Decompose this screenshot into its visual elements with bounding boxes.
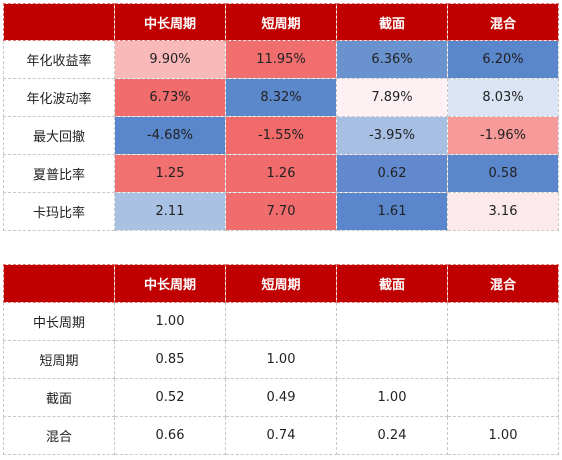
correlation-value-cell: 1.00 xyxy=(225,340,337,379)
correlation-value-cell xyxy=(336,340,448,379)
correlation-value-cell xyxy=(225,302,337,341)
metrics-value-cell: 1.61 xyxy=(336,192,448,231)
metrics-value-cell: 7.70 xyxy=(225,192,337,231)
correlation-row-label: 中长周期 xyxy=(3,302,115,341)
correlation-value-cell xyxy=(447,378,559,417)
correlation-column-header: 短周期 xyxy=(225,264,337,303)
metrics-value-cell: 6.20% xyxy=(447,40,559,79)
correlation-value-cell: 0.66 xyxy=(114,416,226,455)
metrics-value-cell: 8.03% xyxy=(447,78,559,117)
correlation-value-cell xyxy=(336,302,448,341)
metrics-column-header: 截面 xyxy=(336,3,448,41)
metrics-value-cell: -1.96% xyxy=(447,116,559,155)
metrics-value-cell: 1.26 xyxy=(225,154,337,193)
correlation-header-row: 中长周期 短周期 截面 混合 xyxy=(3,264,559,303)
correlation-column-header: 中长周期 xyxy=(114,264,226,303)
metrics-row: 年化收益率 9.90% 11.95% 6.36% 6.20% xyxy=(3,40,559,79)
correlation-row-label: 短周期 xyxy=(3,340,115,379)
metrics-header-row: 中长周期 短周期 截面 混合 xyxy=(3,3,559,41)
metrics-row-label: 最大回撤 xyxy=(3,116,115,155)
metrics-table: 中长周期 短周期 截面 混合 年化收益率 9.90% 11.95% 6.36% 6.20% 年化波… xyxy=(3,3,559,231)
metrics-column-header: 中长周期 xyxy=(114,3,226,41)
metrics-value-cell: 9.90% xyxy=(114,40,226,79)
correlation-value-cell: 1.00 xyxy=(447,416,559,455)
metrics-row-label: 年化波动率 xyxy=(3,78,115,117)
metrics-row: 卡玛比率 2.11 7.70 1.61 3.16 xyxy=(3,192,559,231)
metrics-value-cell: 0.58 xyxy=(447,154,559,193)
metrics-value-cell: 6.36% xyxy=(336,40,448,79)
correlation-value-cell xyxy=(447,340,559,379)
correlation-row: 中长周期 1.00 xyxy=(3,302,559,341)
correlation-column-header: 截面 xyxy=(336,264,448,303)
correlation-row: 短周期 0.85 1.00 xyxy=(3,340,559,379)
metrics-value-cell: 7.89% xyxy=(336,78,448,117)
correlation-value-cell: 0.74 xyxy=(225,416,337,455)
metrics-value-cell: 3.16 xyxy=(447,192,559,231)
correlation-row: 截面 0.52 0.49 1.00 xyxy=(3,378,559,417)
metrics-row: 年化波动率 6.73% 8.32% 7.89% 8.03% xyxy=(3,78,559,117)
correlation-value-cell: 1.00 xyxy=(114,302,226,341)
correlation-value-cell: 0.24 xyxy=(336,416,448,455)
metrics-value-cell: 8.32% xyxy=(225,78,337,117)
correlation-row-label: 截面 xyxy=(3,378,115,417)
metrics-value-cell: 11.95% xyxy=(225,40,337,79)
metrics-value-cell: -3.95% xyxy=(336,116,448,155)
metrics-column-header: 短周期 xyxy=(225,3,337,41)
correlation-value-cell: 0.49 xyxy=(225,378,337,417)
correlation-value-cell: 0.52 xyxy=(114,378,226,417)
metrics-column-header: 混合 xyxy=(447,3,559,41)
correlation-row: 混合 0.66 0.74 0.24 1.00 xyxy=(3,416,559,455)
metrics-corner-cell xyxy=(3,3,115,41)
metrics-row-label: 年化收益率 xyxy=(3,40,115,79)
metrics-row-label: 夏普比率 xyxy=(3,154,115,193)
metrics-value-cell: 6.73% xyxy=(114,78,226,117)
metrics-value-cell: -4.68% xyxy=(114,116,226,155)
correlation-table: 中长周期 短周期 截面 混合 中长周期 1.00 短周期 0.85 1.00 截面 0.52 0.49… xyxy=(3,264,559,455)
metrics-row-label: 卡玛比率 xyxy=(3,192,115,231)
correlation-table-body: 中长周期 短周期 截面 混合 中长周期 1.00 短周期 0.85 1.00 截面 0.52 0.49… xyxy=(3,264,559,455)
metrics-value-cell: 0.62 xyxy=(336,154,448,193)
correlation-row-label: 混合 xyxy=(3,416,115,455)
correlation-corner-cell xyxy=(3,264,115,303)
metrics-row: 最大回撤 -4.68% -1.55% -3.95% -1.96% xyxy=(3,116,559,155)
correlation-value-cell xyxy=(447,302,559,341)
correlation-column-header: 混合 xyxy=(447,264,559,303)
metrics-value-cell: 2.11 xyxy=(114,192,226,231)
metrics-row: 夏普比率 1.25 1.26 0.62 0.58 xyxy=(3,154,559,193)
metrics-value-cell: 1.25 xyxy=(114,154,226,193)
metrics-value-cell: -1.55% xyxy=(225,116,337,155)
correlation-value-cell: 1.00 xyxy=(336,378,448,417)
metrics-table-body: 中长周期 短周期 截面 混合 年化收益率 9.90% 11.95% 6.36% 6.20% 年化波… xyxy=(3,3,559,231)
correlation-value-cell: 0.85 xyxy=(114,340,226,379)
